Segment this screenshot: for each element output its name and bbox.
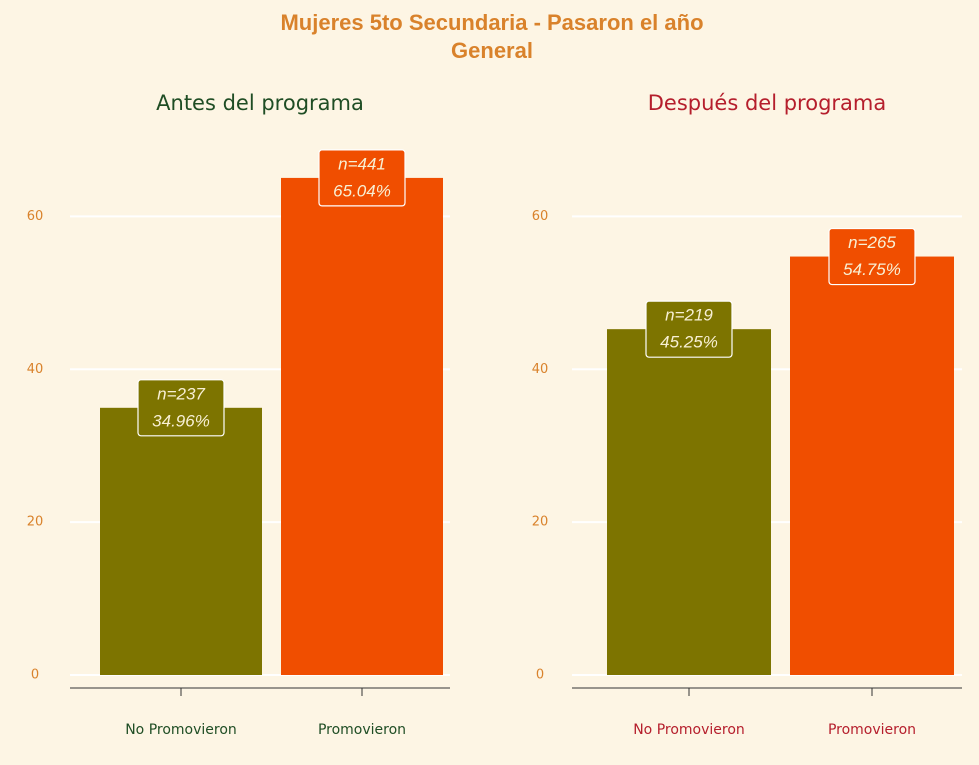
y-tick-label: 60 [532,209,549,224]
count-label: n=219 [665,306,713,325]
x-tick-label: No Promovieron [125,722,237,738]
chart-title: General [451,38,533,63]
y-tick-label: 40 [27,362,44,377]
x-tick-label: No Promovieron [633,722,745,738]
bar [281,177,443,676]
value-label: 34.96% [152,411,210,430]
chart-title: Mujeres 5to Secundaria - Pasaron el año [280,10,703,35]
x-tick-label: Promovieron [828,722,916,738]
value-label: 54.75% [843,260,901,279]
value-label: 45.25% [660,333,718,352]
value-label: 65.04% [333,181,391,200]
label-box [318,149,406,207]
count-label: n=265 [848,233,896,252]
count-label: n=237 [157,384,205,403]
panel-title: Antes del programa [156,91,364,115]
y-tick-label: 0 [31,668,39,683]
bar [100,407,262,676]
y-tick-label: 0 [536,668,544,683]
count-label: n=441 [338,154,386,173]
label-box [645,300,733,358]
y-tick-label: 60 [27,209,44,224]
x-tick-label: Promovieron [318,722,406,738]
y-tick-label: 40 [532,362,549,377]
bar [607,329,771,676]
bar [790,256,954,676]
label-box [137,379,225,437]
y-tick-label: 20 [532,515,549,530]
panel-title: Después del programa [648,91,886,115]
label-box [828,227,916,286]
y-tick-label: 20 [27,515,44,530]
